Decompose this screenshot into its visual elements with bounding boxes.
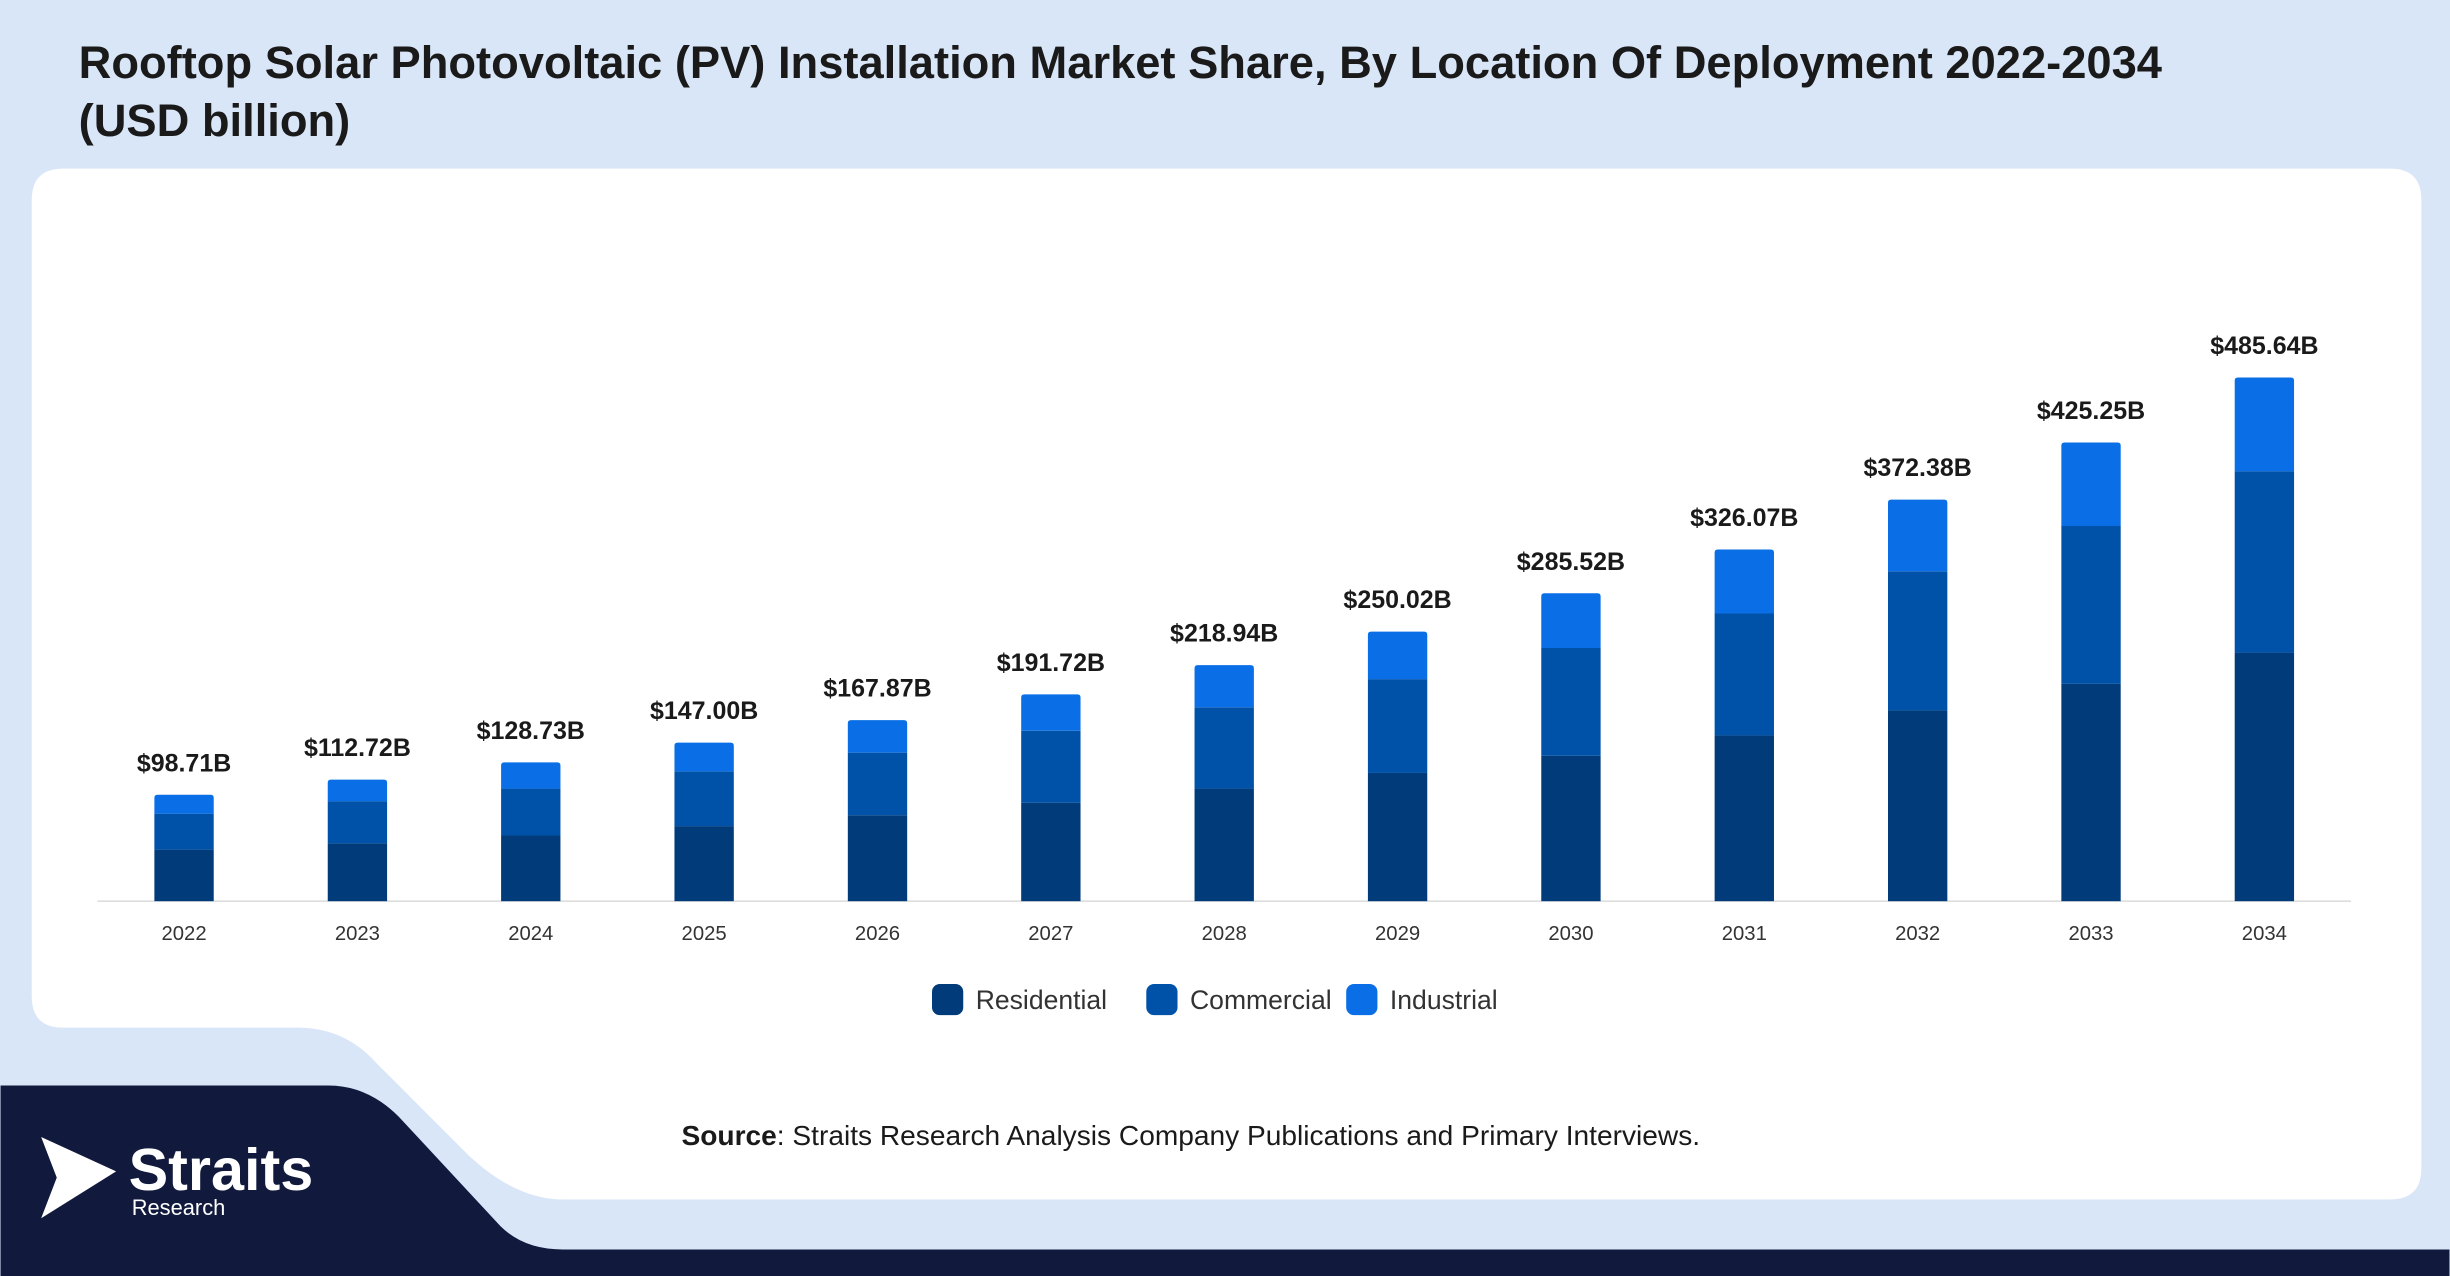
bar-segment bbox=[1021, 730, 1081, 803]
bar-segment bbox=[1887, 710, 1948, 902]
bar-segment bbox=[154, 794, 214, 814]
total-label: $98.71B bbox=[137, 749, 231, 777]
bar-segment bbox=[1887, 499, 1948, 572]
total-label: $218.94B bbox=[1170, 620, 1278, 648]
total-label: $147.00B bbox=[650, 697, 758, 725]
bar-segment bbox=[674, 771, 734, 827]
bar-segment bbox=[1021, 694, 1081, 731]
bar-segment bbox=[1541, 647, 1601, 756]
bar-segment bbox=[1367, 772, 1428, 902]
total-label: $285.52B bbox=[1517, 548, 1625, 576]
x-tick-label: 2033 bbox=[2068, 923, 2113, 945]
bar-segment bbox=[154, 849, 214, 902]
bar-segment bbox=[1714, 613, 1774, 736]
bar-segment bbox=[2234, 471, 2295, 653]
bar-segment bbox=[674, 826, 734, 902]
total-label: $326.07B bbox=[1690, 504, 1798, 532]
bar-segment bbox=[327, 779, 388, 802]
x-tick-label: 2031 bbox=[1722, 923, 1767, 945]
bar-segment bbox=[2061, 525, 2121, 684]
bar-segment bbox=[1194, 665, 1254, 708]
bar-segment bbox=[2061, 442, 2121, 526]
bar-segment bbox=[1541, 593, 1601, 648]
bar-segment bbox=[847, 720, 908, 753]
total-label: $191.72B bbox=[997, 649, 1105, 677]
total-label: $112.72B bbox=[304, 734, 411, 762]
bar-segment bbox=[674, 742, 734, 772]
chart-title: Rooftop Solar Photovoltaic (PV) Installa… bbox=[79, 37, 2162, 88]
footer-band bbox=[0, 1085, 2450, 1276]
logo-mark bbox=[41, 1136, 117, 1219]
bar-segment bbox=[1714, 735, 1774, 902]
source-text: : Straits Research Analysis Company Publ… bbox=[777, 1120, 1700, 1151]
bar-segment bbox=[1714, 549, 1774, 614]
bar-segment bbox=[2061, 683, 2121, 902]
chart-subtitle: (USD billion) bbox=[79, 95, 351, 146]
bar-segment bbox=[1194, 707, 1254, 789]
bar-segment bbox=[154, 813, 214, 850]
bar-segment bbox=[2234, 377, 2295, 472]
x-tick-label: 2022 bbox=[161, 923, 206, 945]
x-tick-label: 2023 bbox=[335, 923, 380, 945]
x-tick-label: 2032 bbox=[1895, 923, 1940, 945]
legend-label: Residential bbox=[976, 985, 1107, 1015]
bar-segment bbox=[501, 762, 561, 789]
x-tick-label: 2034 bbox=[2242, 923, 2287, 945]
bar-segment bbox=[1541, 755, 1601, 902]
bar-segment bbox=[1367, 679, 1428, 773]
bar-segment bbox=[1887, 571, 1948, 711]
legend-label: Commercial bbox=[1190, 985, 1332, 1015]
source: Source: Straits Research Analysis Compan… bbox=[681, 1120, 1700, 1151]
total-label: $250.02B bbox=[1343, 586, 1451, 614]
logo-sub: Research bbox=[132, 1195, 226, 1220]
logo-name: Straits bbox=[129, 1136, 314, 1203]
bar-segment bbox=[1367, 631, 1428, 680]
x-tick-label: 2029 bbox=[1375, 923, 1420, 945]
bar-segment bbox=[501, 788, 561, 836]
total-label: $372.38B bbox=[1864, 454, 1972, 482]
total-label: $425.25B bbox=[2037, 397, 2145, 425]
total-label: $167.87B bbox=[823, 675, 931, 703]
bar-segment bbox=[327, 801, 388, 844]
x-tick-label: 2030 bbox=[1548, 923, 1593, 945]
source-label: Source bbox=[681, 1120, 776, 1151]
bar-segment bbox=[2234, 652, 2295, 902]
x-tick-label: 2027 bbox=[1028, 923, 1073, 945]
bar-segment bbox=[501, 835, 561, 902]
legend-label: Industrial bbox=[1390, 985, 1498, 1015]
legend-swatch bbox=[1146, 983, 1178, 1016]
bar-segment bbox=[1194, 788, 1254, 902]
bar-segment bbox=[327, 843, 388, 902]
x-tick-label: 2026 bbox=[855, 923, 900, 945]
total-label: $128.73B bbox=[477, 717, 585, 745]
x-tick-label: 2025 bbox=[682, 923, 727, 945]
x-tick-label: 2024 bbox=[508, 923, 553, 945]
bar-segment bbox=[1021, 802, 1081, 902]
total-label: $485.64B bbox=[2210, 332, 2318, 360]
bar-segment bbox=[847, 752, 908, 816]
x-tick-label: 2028 bbox=[1202, 923, 1247, 945]
legend-swatch bbox=[932, 983, 964, 1016]
legend-swatch bbox=[1346, 983, 1378, 1016]
bar-segment bbox=[847, 815, 908, 902]
